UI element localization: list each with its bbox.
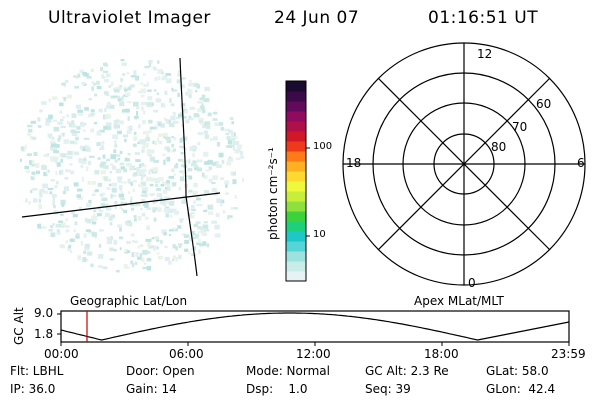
- info-gain: Gain: 14: [126, 382, 177, 396]
- cbar-swatch: [286, 161, 306, 172]
- cbar-swatch: [286, 151, 306, 162]
- polar-label-top: 12: [477, 47, 493, 61]
- cbar-swatch: [286, 201, 306, 212]
- timeline-right-label: Apex MLat/MLT: [414, 294, 504, 308]
- info-glon: GLon: 42.4: [486, 382, 556, 396]
- info-mode: Mode: Normal: [246, 364, 330, 378]
- time-label: 01:16:51 UT: [428, 8, 539, 28]
- cbar-swatch: [286, 221, 306, 232]
- polar-label-bottom: 0: [468, 276, 476, 290]
- info-dsp: Dsp: 1.0: [246, 382, 308, 396]
- cbar-label-100: 100: [313, 141, 333, 152]
- polar-ring-70: 70: [512, 120, 528, 134]
- altitude-curve: [60, 312, 570, 341]
- globe-image: [19, 59, 244, 273]
- cbar-swatch: [286, 181, 306, 192]
- cbar-swatch: [286, 171, 306, 182]
- timeline-xtick-0: 00:00: [44, 347, 79, 361]
- info-gc-alt: GC Alt: 2.3 Re: [365, 364, 449, 378]
- color-scale-frame: [285, 80, 307, 282]
- cbar-swatch: [286, 101, 306, 112]
- latitude-line: [21, 192, 221, 218]
- cbar-swatch: [286, 261, 306, 272]
- timeline-x-ticks: [60, 342, 570, 346]
- cbar-swatch: [286, 131, 306, 142]
- cbar-swatch: [286, 191, 306, 202]
- timeline-axis-title: GC Alt: [12, 307, 26, 345]
- date-label: 24 Jun 07: [274, 8, 360, 28]
- info-flt: Flt: LBHL: [10, 364, 64, 378]
- cbar-swatch: [286, 121, 306, 132]
- cbar-swatch: [286, 271, 306, 282]
- timeline-xtick-2: 12:00: [296, 347, 331, 361]
- timeline-ytick-low: 1.8: [34, 327, 54, 341]
- cbar-swatch: [286, 81, 306, 92]
- color-scale-bar: [286, 81, 306, 282]
- cbar-unit-label: photon cm⁻²s⁻¹: [266, 147, 280, 240]
- timeline-xtick-4: 23:59: [551, 347, 586, 361]
- cbar-swatch: [286, 231, 306, 242]
- cbar-swatch: [286, 251, 306, 262]
- info-glat: GLat: 58.0: [486, 364, 549, 378]
- timeline-xtick-3: 18:00: [424, 347, 459, 361]
- polar-label-left: 18: [346, 156, 362, 170]
- cbar-swatch: [286, 141, 306, 152]
- info-door: Door: Open: [126, 364, 195, 378]
- timeline-left-label: Geographic Lat/Lon: [70, 294, 188, 308]
- polar-ring-60: 60: [536, 97, 552, 111]
- timeline-ytick-high: 9.0: [34, 306, 54, 320]
- meridian-line: [179, 57, 198, 277]
- instrument-title: Ultraviolet Imager: [48, 8, 211, 28]
- polar-plot: [342, 42, 586, 286]
- timeline-xtick-1: 06:00: [169, 347, 204, 361]
- cbar-swatch: [286, 91, 306, 102]
- cbar-swatch: [286, 111, 306, 122]
- polar-ring-80: 80: [491, 140, 507, 154]
- cbar-swatch: [286, 241, 306, 252]
- info-ip: IP: 36.0: [10, 382, 56, 396]
- cbar-label-10: 10: [313, 229, 326, 240]
- info-seq: Seq: 39: [365, 382, 411, 396]
- cbar-swatch: [286, 211, 306, 222]
- polar-label-right: 6: [577, 156, 585, 170]
